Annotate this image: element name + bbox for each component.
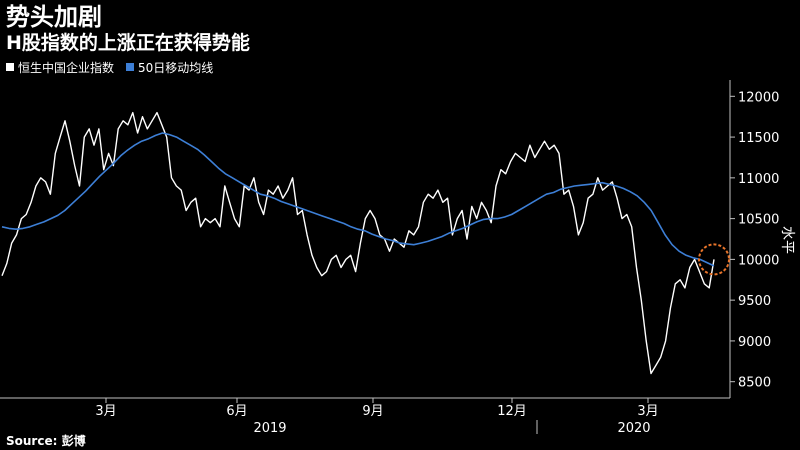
- legend: 恒生中国企业指数 50日移动均线: [6, 58, 213, 76]
- x-year-label: 2019: [253, 421, 286, 436]
- x-year-label: 2020: [617, 421, 650, 436]
- legend-label-index: 恒生中国企业指数: [18, 60, 115, 75]
- x-tick-label: 9月: [362, 404, 383, 419]
- highlight-circle: [698, 243, 730, 276]
- x-tick-label: 12月: [497, 404, 527, 419]
- source-note: Source: 彭博: [6, 434, 86, 448]
- y-tick-label: 10500: [738, 213, 779, 228]
- legend-label-ma50: 50日移动均线: [138, 60, 214, 75]
- y-axis-title: 水平: [779, 226, 795, 254]
- chart-title: 势头加剧: [6, 3, 102, 31]
- y-tick-label: 10000: [738, 253, 779, 268]
- x-tick-label: 3月: [637, 404, 658, 419]
- y-tick-label: 9000: [738, 335, 771, 350]
- legend-swatch-index: [6, 63, 14, 71]
- legend-item-ma50: 50日移动均线: [126, 59, 213, 76]
- legend-item-index: 恒生中国企业指数: [6, 59, 114, 76]
- y-tick-label: 12000: [738, 90, 779, 105]
- x-tick-label: 3月: [95, 404, 116, 419]
- y-tick-label: 9500: [738, 294, 771, 309]
- y-tick-label: 11000: [738, 172, 779, 187]
- legend-swatch-ma50: [126, 63, 135, 71]
- y-tick-label: 11500: [738, 131, 779, 146]
- y-tick-label: 8500: [738, 376, 771, 391]
- series-line-ma50: [1, 132, 715, 267]
- chart-subtitle: H股指数的上涨正在获得势能: [6, 32, 250, 54]
- series-line-index: [1, 111, 715, 375]
- x-tick-label: 6月: [226, 404, 247, 419]
